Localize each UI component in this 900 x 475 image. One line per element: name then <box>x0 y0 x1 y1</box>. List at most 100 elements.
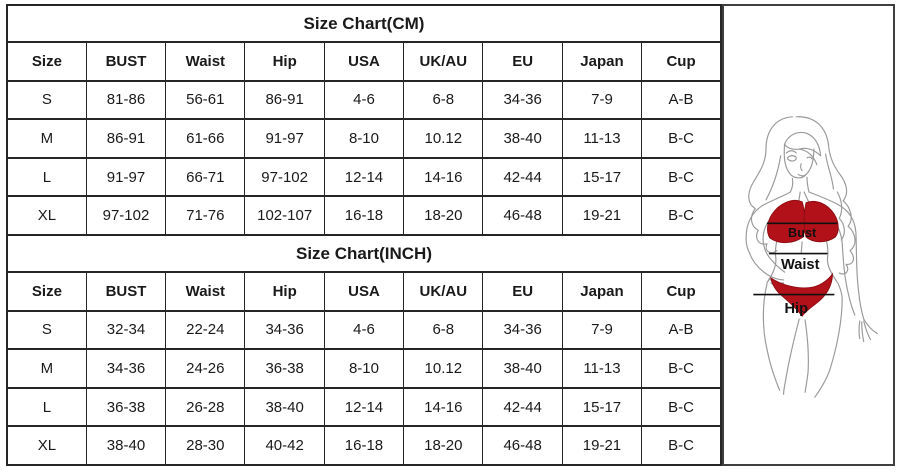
table-cell: 24-26 <box>165 348 246 389</box>
mouth <box>797 173 807 177</box>
column-header: Japan <box>561 41 643 82</box>
table-cell: 91-97 <box>244 118 325 159</box>
column-header: BUST <box>85 270 167 312</box>
table-row: L 36-38 26-28 38-40 12-14 14-16 42-44 15-17 B-C <box>6 386 722 428</box>
table-cell: 18-20 <box>403 195 484 236</box>
column-header: EU <box>482 270 563 312</box>
bust-label: Bust <box>788 226 817 240</box>
column-header: Cup <box>641 41 722 82</box>
table-cell: B-C <box>641 425 722 466</box>
table-cell: 8-10 <box>323 118 405 159</box>
table-cell: 7-9 <box>561 309 643 351</box>
left-leg <box>762 283 781 391</box>
shoulder <box>808 191 839 206</box>
table-cell: 18-20 <box>403 425 484 466</box>
table-title-inch: Size Chart(INCH) <box>6 233 722 273</box>
eye <box>786 158 797 162</box>
table-cell: 42-44 <box>482 386 563 428</box>
table-cell: 15-17 <box>561 156 643 198</box>
hair-strand <box>836 191 845 241</box>
measurement-figure-box: Bust Waist Hip <box>722 4 895 466</box>
table-cell: 12-14 <box>323 386 405 428</box>
table-cell: M <box>6 348 87 389</box>
table-cell: 8-10 <box>323 348 405 389</box>
column-header: Size <box>6 41 87 82</box>
table-cell: 38-40 <box>244 386 325 428</box>
table-cell: 10.12 <box>403 348 484 389</box>
table-cell: 61-66 <box>165 118 246 159</box>
eye <box>806 156 813 160</box>
eye <box>786 155 797 159</box>
column-header: Hip <box>244 270 325 312</box>
table-cell: 42-44 <box>482 156 563 198</box>
table-cell: 46-48 <box>482 425 563 466</box>
table-cell: B-C <box>641 386 722 428</box>
table-cell: M <box>6 118 87 159</box>
table-cell: 28-30 <box>165 425 246 466</box>
table-row: M 34-36 24-26 36-38 8-10 10.12 38-40 11-13 B-C <box>6 348 722 389</box>
column-header: EU <box>482 41 563 82</box>
table-cell: A-B <box>641 79 722 121</box>
column-header: UK/AU <box>403 270 484 312</box>
navel-line <box>800 241 803 255</box>
table-row: S 32-34 22-24 34-36 4-6 6-8 34-36 7-9 A-B <box>6 309 722 351</box>
table-cell: B-C <box>641 156 722 198</box>
column-header: Waist <box>165 270 246 312</box>
header-row-cm: Size BUST Waist Hip USA UK/AU EU Japan Cup <box>6 41 722 82</box>
table-cell: 38-40 <box>482 348 563 389</box>
eyebrow <box>785 150 797 154</box>
table-cell: S <box>6 309 87 351</box>
table-cell: 102-107 <box>244 195 325 236</box>
hair-strand <box>765 155 782 201</box>
column-header: Hip <box>244 41 325 82</box>
table-row: XL 97-102 71-76 102-107 16-18 18-20 46-48 19-21… <box>6 195 722 236</box>
size-chart-table: Size Chart(CM) Size BUST Waist Hip USA UK/AU EU… <box>6 4 722 466</box>
table-cell: 86-91 <box>244 79 325 121</box>
table-cell: 56-61 <box>165 79 246 121</box>
table-cell: 34-36 <box>482 79 563 121</box>
table-cell: L <box>6 156 87 198</box>
table-cell: 11-13 <box>561 348 643 389</box>
table-cell: 22-24 <box>165 309 246 351</box>
neck <box>806 176 810 193</box>
table-cell: 14-16 <box>403 386 484 428</box>
right-hand <box>858 320 861 340</box>
bikini-top-right-cup <box>803 200 839 243</box>
table-row: M 86-91 61-66 91-97 8-10 10.12 38-40 11-13 B-C <box>6 118 722 159</box>
torso-side <box>766 236 779 284</box>
shoulder <box>761 191 792 207</box>
table-cell: 19-21 <box>561 195 643 236</box>
column-header: USA <box>323 270 405 312</box>
table-cell: 38-40 <box>482 118 563 159</box>
table-cell: 26-28 <box>165 386 246 428</box>
table-cell: 34-36 <box>482 309 563 351</box>
right-arm <box>837 204 865 320</box>
table-cell: 14-16 <box>403 156 484 198</box>
table-cell: S <box>6 79 87 121</box>
hip-label: Hip <box>784 301 808 317</box>
table-cell: B-C <box>641 195 722 236</box>
table-cell: 36-38 <box>244 348 325 389</box>
column-header: Size <box>6 270 87 312</box>
table-cell: 81-86 <box>85 79 167 121</box>
table-cell: 11-13 <box>561 118 643 159</box>
left-arm <box>762 212 786 273</box>
neck <box>789 177 794 193</box>
column-header: Japan <box>561 270 643 312</box>
table-title-cm: Size Chart(CM) <box>6 4 722 43</box>
left-hand <box>767 274 785 281</box>
left-arm <box>745 205 769 276</box>
table-cell: 34-36 <box>244 309 325 351</box>
hair-strand <box>825 153 834 190</box>
table-row: S 81-86 56-61 86-91 4-6 6-8 34-36 7-9 A-B <box>6 79 722 121</box>
nose <box>799 163 803 172</box>
right-hand <box>861 321 865 343</box>
table-title-row-inch: Size Chart(INCH) <box>6 233 722 273</box>
table-cell: 6-8 <box>403 309 484 351</box>
table-cell: B-C <box>641 118 722 159</box>
table-row: XL 38-40 28-30 40-42 16-18 18-20 46-48 19-21 B-C <box>6 425 722 466</box>
hair-right <box>795 116 856 275</box>
hair-bang <box>798 148 818 166</box>
table-cell: XL <box>6 425 87 466</box>
table-row: L 91-97 66-71 97-102 12-14 14-16 42-44 15-17 B-C <box>6 156 722 198</box>
